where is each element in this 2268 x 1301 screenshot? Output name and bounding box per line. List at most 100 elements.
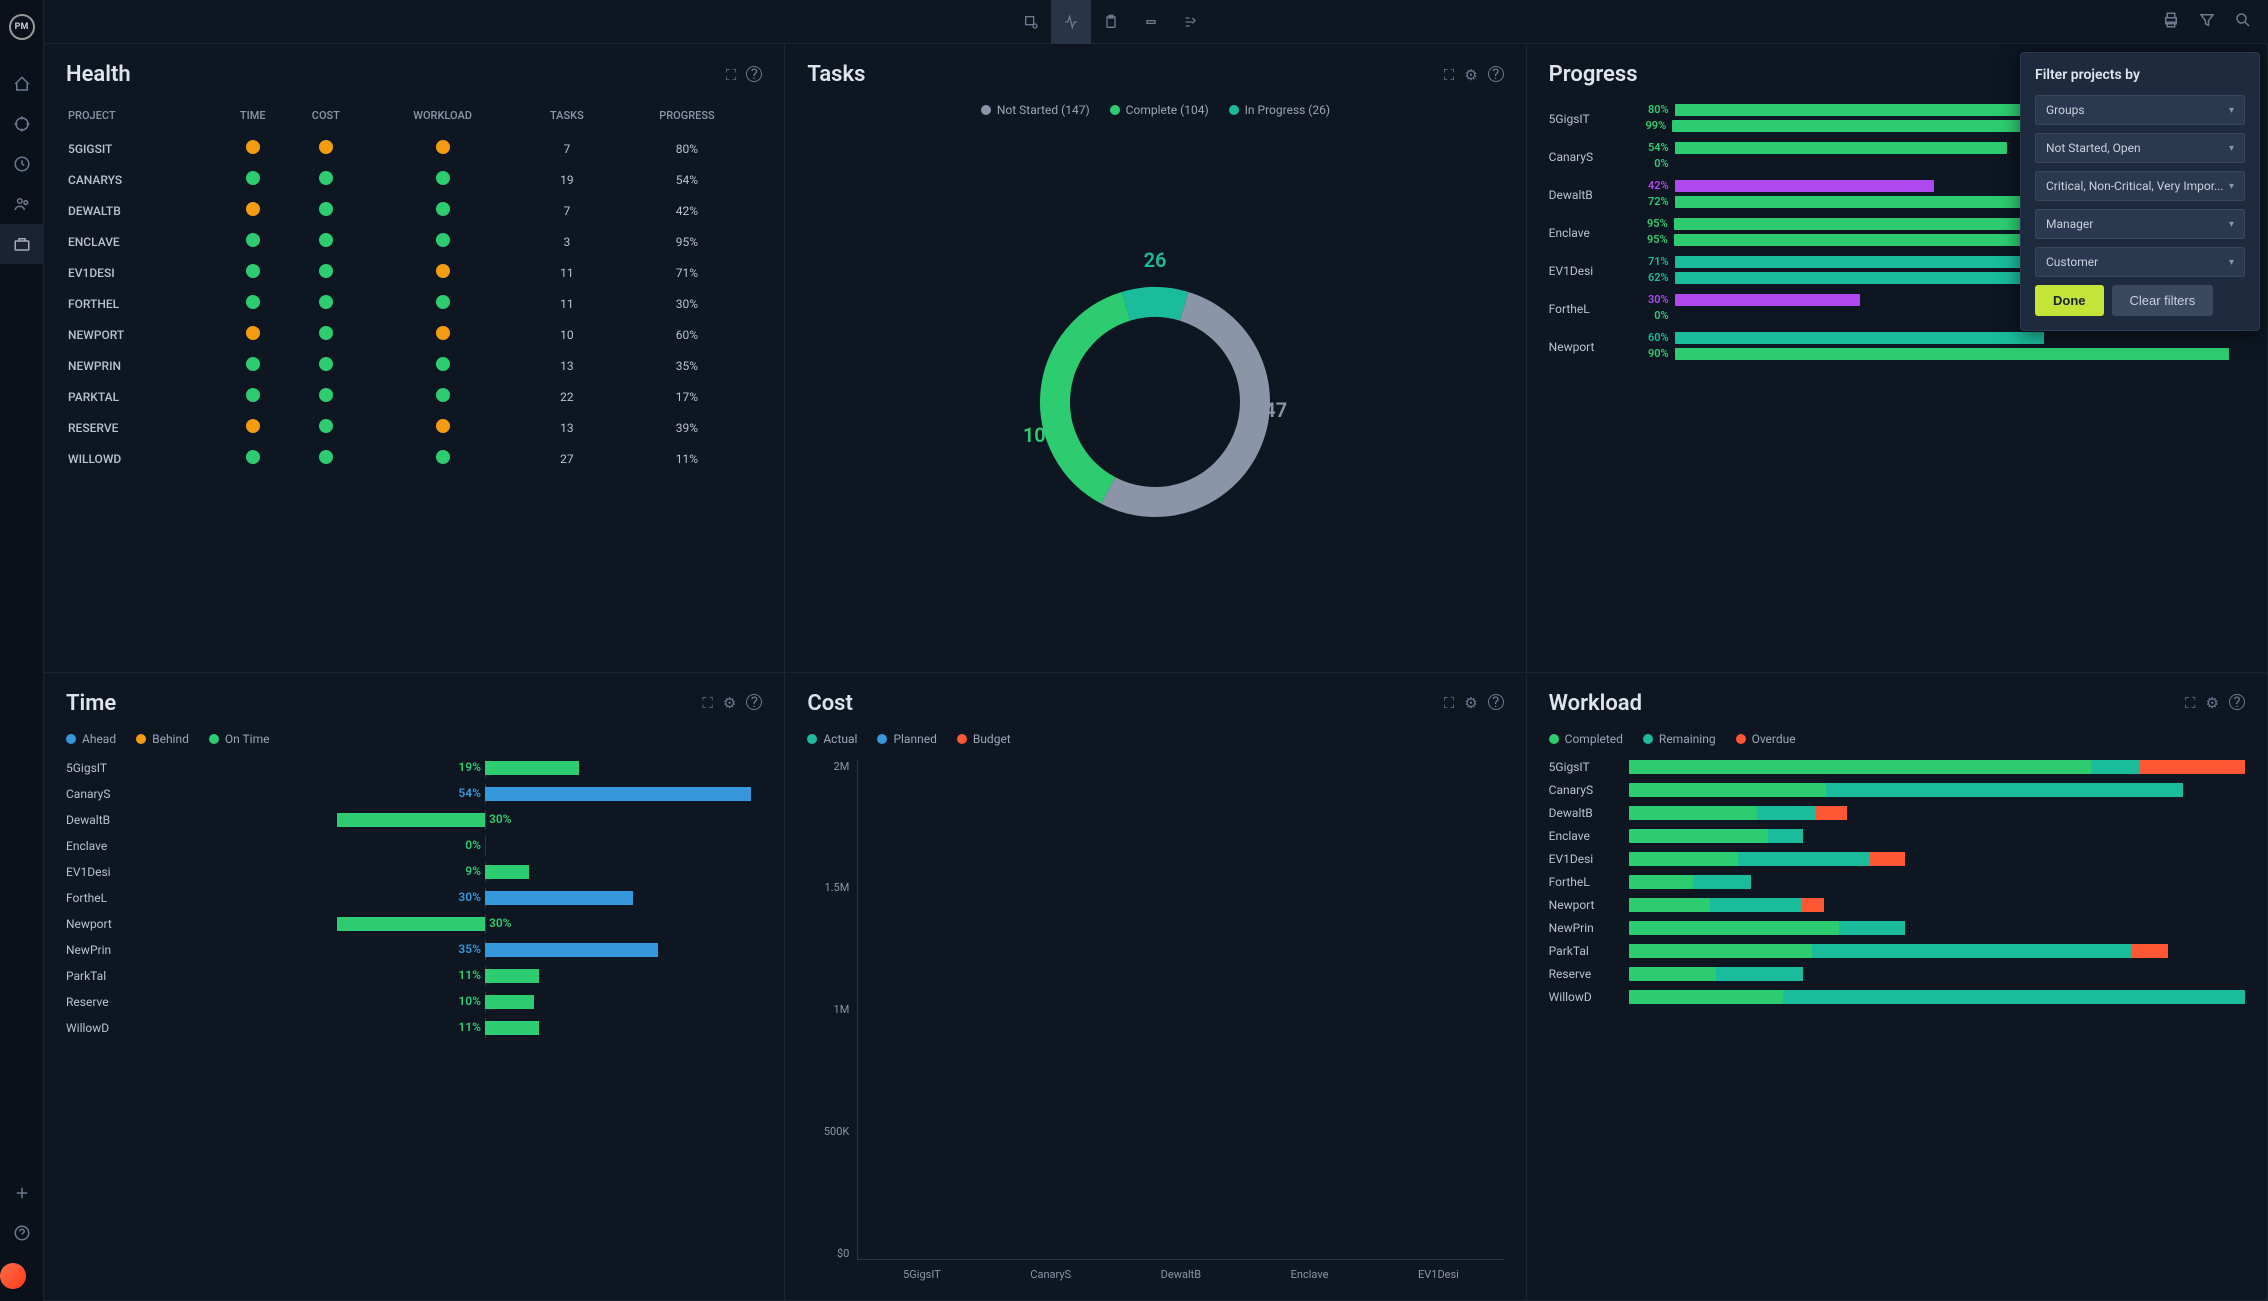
legend-item[interactable]: Actual [807, 732, 857, 746]
expand-icon[interactable]: ⛶ [726, 66, 737, 84]
workload-row[interactable]: FortheL [1549, 875, 2245, 889]
time-row[interactable]: Reserve 10% [66, 994, 762, 1010]
status-dot [436, 419, 450, 433]
help-icon[interactable]: ? [2229, 694, 2245, 710]
nav-home[interactable] [0, 64, 44, 104]
health-row[interactable]: CANARYS 19 54% [68, 165, 760, 194]
workload-seg [1783, 990, 2245, 1004]
filter-select[interactable]: Critical, Non-Critical, Very Impor... [2035, 171, 2245, 201]
status-dot [319, 140, 333, 154]
filter-select[interactable]: Customer [2035, 247, 2245, 277]
time-row[interactable]: DewaltB 30% [66, 812, 762, 828]
workload-row[interactable]: Reserve [1549, 967, 2245, 981]
legend-item[interactable]: Complete (104) [1110, 103, 1209, 117]
health-row[interactable]: ENCLAVE 3 95% [68, 227, 760, 256]
gear-icon[interactable]: ⚙ [1464, 694, 1477, 712]
workload-row[interactable]: CanaryS [1549, 783, 2245, 797]
nav-add[interactable] [0, 1173, 44, 1213]
gear-icon[interactable]: ⚙ [2206, 694, 2219, 712]
workload-row[interactable]: DewaltB [1549, 806, 2245, 820]
y-tick: 1M [807, 1003, 849, 1016]
gear-icon[interactable]: ⚙ [723, 694, 736, 712]
legend-item[interactable]: Behind [136, 732, 189, 746]
legend-dot [1549, 734, 1559, 744]
help-icon[interactable]: ? [1488, 66, 1504, 82]
workload-row[interactable]: ParkTal [1549, 944, 2245, 958]
filter-select[interactable]: Manager [2035, 209, 2245, 239]
filter-select[interactable]: Not Started, Open [2035, 133, 2245, 163]
logo[interactable]: PM [9, 14, 35, 40]
workload-seg [1738, 852, 1870, 866]
time-bar [485, 865, 529, 879]
legend-item[interactable]: In Progress (26) [1229, 103, 1330, 117]
expand-icon[interactable]: ⛶ [702, 694, 713, 712]
avatar[interactable] [0, 1263, 26, 1289]
legend-item[interactable]: Planned [877, 732, 936, 746]
filter-panel: Filter projects by GroupsNot Started, Op… [2020, 52, 2260, 331]
filter-done-button[interactable]: Done [2035, 285, 2104, 316]
progress-pct-label: 90% [1629, 347, 1669, 360]
nav-briefcase[interactable] [0, 224, 44, 264]
workload-row[interactable]: NewPrin [1549, 921, 2245, 935]
topbar-activity-icon[interactable] [1051, 0, 1091, 44]
time-row[interactable]: WillowD 11% [66, 1020, 762, 1036]
time-row[interactable]: FortheL 30% [66, 890, 762, 906]
print-icon[interactable] [2162, 11, 2180, 33]
nav-help[interactable] [0, 1213, 44, 1253]
topbar-clipboard-icon[interactable] [1091, 0, 1131, 44]
health-table: PROJECTTIMECOSTWORKLOADTASKSPROGRESS 5GI… [66, 103, 762, 475]
help-icon[interactable]: ? [1488, 694, 1504, 710]
gear-icon[interactable]: ⚙ [1464, 66, 1477, 84]
health-row[interactable]: WILLOWD 27 11% [68, 444, 760, 473]
legend-item[interactable]: On Time [209, 732, 270, 746]
time-row[interactable]: 5GigsIT 19% [66, 760, 762, 776]
health-row[interactable]: EV1DESI 11 71% [68, 258, 760, 287]
status-dot [436, 326, 450, 340]
workload-seg [1716, 967, 1803, 981]
filter-icon[interactable] [2198, 11, 2216, 33]
time-row[interactable]: EV1Desi 9% [66, 864, 762, 880]
topbar-minus-icon[interactable] [1131, 0, 1171, 44]
time-row[interactable]: ParkTal 11% [66, 968, 762, 984]
time-row[interactable]: Newport 30% [66, 916, 762, 932]
health-row[interactable]: FORTHEL 11 30% [68, 289, 760, 318]
health-row[interactable]: NEWPRIN 13 35% [68, 351, 760, 380]
workload-row[interactable]: Newport [1549, 898, 2245, 912]
time-name: CanaryS [66, 787, 146, 801]
health-row[interactable]: PARKTAL 22 17% [68, 382, 760, 411]
health-row[interactable]: RESERVE 13 39% [68, 413, 760, 442]
time-row[interactable]: NewPrin 35% [66, 942, 762, 958]
topbar-flow-icon[interactable] [1171, 0, 1211, 44]
expand-icon[interactable]: ⛶ [1444, 694, 1455, 712]
help-icon[interactable]: ? [746, 66, 762, 82]
legend-item[interactable]: Budget [957, 732, 1011, 746]
legend-item[interactable]: Overdue [1736, 732, 1796, 746]
workload-row[interactable]: EV1Desi [1549, 852, 2245, 866]
filter-clear-button[interactable]: Clear filters [2112, 285, 2214, 316]
nav-people[interactable] [0, 184, 44, 224]
legend-item[interactable]: Completed [1549, 732, 1623, 746]
health-row[interactable]: 5GIGSIT 7 80% [68, 134, 760, 163]
topbar-zoom-icon[interactable] [1011, 0, 1051, 44]
nav-target[interactable] [0, 104, 44, 144]
workload-row[interactable]: WillowD [1549, 990, 2245, 1004]
workload-row[interactable]: 5GigsIT [1549, 760, 2245, 774]
time-row[interactable]: CanaryS 54% [66, 786, 762, 802]
time-bar [485, 995, 534, 1009]
expand-icon[interactable]: ⛶ [1444, 66, 1455, 84]
expand-icon[interactable]: ⛶ [2185, 694, 2196, 712]
filter-select[interactable]: Groups [2035, 95, 2245, 125]
time-bar [485, 1021, 539, 1035]
health-row[interactable]: NEWPORT 10 60% [68, 320, 760, 349]
health-row[interactable]: DEWALTB 7 42% [68, 196, 760, 225]
legend-item[interactable]: Ahead [66, 732, 116, 746]
legend-item[interactable]: Remaining [1643, 732, 1716, 746]
nav-clock[interactable] [0, 144, 44, 184]
time-row[interactable]: Enclave 0% [66, 838, 762, 854]
legend-label: Actual [823, 732, 857, 746]
legend-item[interactable]: Not Started (147) [981, 103, 1090, 117]
help-icon[interactable]: ? [746, 694, 762, 710]
progress-row[interactable]: Newport60%90% [1549, 331, 2245, 363]
workload-row[interactable]: Enclave [1549, 829, 2245, 843]
search-icon[interactable] [2234, 11, 2252, 33]
